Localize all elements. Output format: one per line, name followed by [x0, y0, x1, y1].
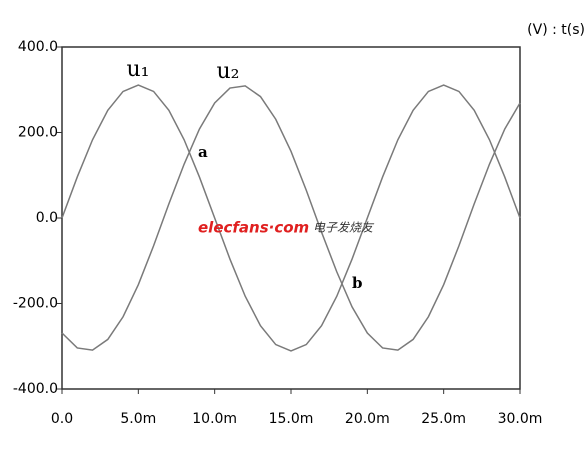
series-line — [61, 85, 521, 351]
y-tick-label: -400.0 — [13, 381, 58, 397]
x-tick-label: 5.0m — [120, 411, 156, 427]
annotation: a — [198, 143, 208, 161]
axis-label: (V) : t(s) — [527, 22, 585, 38]
y-tick-label: 200.0 — [18, 125, 58, 141]
y-tick-label: 0.0 — [36, 210, 58, 226]
series-label: u₁ — [127, 57, 150, 82]
x-tick-label: 25.0m — [421, 411, 466, 427]
x-tick-label: 30.0m — [498, 411, 543, 427]
x-tick-label: 10.0m — [192, 411, 237, 427]
x-tick-label: 0.0 — [51, 411, 73, 427]
x-tick-label: 20.0m — [345, 411, 390, 427]
watermark: elecfans·com — [198, 219, 309, 237]
y-tick-label: 400.0 — [18, 39, 58, 55]
annotation: b — [352, 274, 363, 292]
y-tick-label: -200.0 — [13, 296, 58, 312]
x-tick-label: 15.0m — [269, 411, 314, 427]
series-line — [61, 84, 521, 352]
watermark: 电子发烧友 — [313, 221, 375, 235]
series-label: u₂ — [217, 59, 240, 84]
